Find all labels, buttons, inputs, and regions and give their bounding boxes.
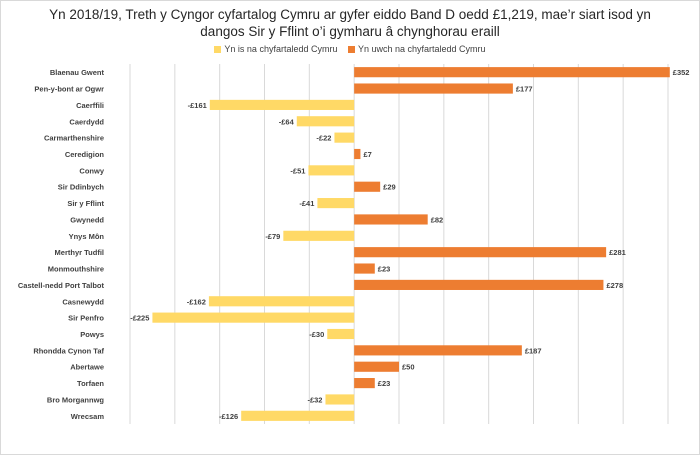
bar — [334, 132, 355, 143]
category-label: Casnewydd — [62, 297, 104, 306]
data-label: -£51 — [290, 166, 305, 175]
chart-title-line-2: dangos Sir y Fflint o’i gymharu â chyngh… — [200, 24, 500, 39]
category-label: Caerdydd — [69, 117, 104, 126]
data-label: £352 — [673, 68, 690, 77]
data-label: -£161 — [188, 101, 207, 110]
data-label: £82 — [431, 215, 444, 224]
data-label: £23 — [378, 265, 391, 274]
chart-legend: Yn is na chyfartaledd Cymru Yn uwch na c… — [0, 44, 700, 55]
bar — [308, 165, 355, 176]
bar — [354, 345, 522, 356]
bar — [241, 410, 355, 421]
category-label: Bro Morgannwg — [47, 395, 104, 404]
category-label: Wrecsam — [71, 412, 105, 421]
data-label: -£30 — [309, 330, 324, 339]
bar — [354, 361, 399, 372]
bar — [327, 328, 355, 340]
category-label: Monmouthshire — [48, 265, 104, 274]
bar — [296, 116, 355, 127]
data-label: -£64 — [279, 117, 295, 126]
category-label: Sir Ddinbych — [58, 183, 105, 192]
bar — [354, 263, 375, 274]
chart-title: Yn 2018/19, Treth y Cyngor cyfartalog Cy… — [0, 6, 700, 40]
bar — [208, 296, 355, 307]
category-label: Conwy — [79, 166, 104, 175]
bar — [317, 198, 355, 209]
bar — [325, 394, 355, 405]
data-label: £23 — [378, 379, 391, 388]
category-label: Rhondda Cynon Taf — [33, 346, 104, 355]
data-label: -£32 — [307, 395, 322, 404]
category-label: Caerffili — [76, 101, 104, 110]
data-label: £177 — [516, 85, 533, 94]
category-label: Castell-nedd Port Talbot — [18, 281, 105, 290]
category-label: Ceredigion — [65, 150, 105, 159]
bar — [354, 214, 428, 225]
category-label: Carmarthenshire — [44, 134, 104, 143]
category-label: Merthyr Tudfil — [55, 248, 104, 257]
category-label: Sir y Fflint — [67, 199, 104, 208]
bar — [354, 279, 604, 290]
data-label: £281 — [609, 248, 626, 257]
data-label: -£225 — [130, 314, 149, 323]
data-label: £278 — [606, 281, 623, 290]
category-label: Abertawe — [70, 363, 104, 372]
data-label: -£79 — [265, 232, 280, 241]
data-label: -£126 — [219, 412, 238, 421]
data-label: -£41 — [299, 199, 314, 208]
legend-swatch-below-average — [214, 45, 222, 53]
category-label: Gwynedd — [70, 215, 104, 224]
legend-label-below-average: Yn is na chyfartaledd Cymru — [224, 44, 338, 54]
data-label: £7 — [363, 150, 371, 159]
category-label: Pen-y-bont ar Ogwr — [34, 85, 104, 94]
category-label: Blaenau Gwent — [50, 68, 105, 77]
bar — [283, 230, 355, 241]
category-label: Ynys Môn — [69, 232, 105, 241]
legend-item-below-average: Yn is na chyfartaledd Cymru — [214, 44, 337, 54]
data-label: £50 — [402, 363, 415, 372]
legend-label-above-average: Yn uwch na chyfartaledd Cymru — [358, 44, 486, 54]
data-label: -£162 — [187, 297, 206, 306]
bar — [209, 99, 355, 110]
data-label: -£22 — [316, 134, 331, 143]
legend-item-above-average: Yn uwch na chyfartaledd Cymru — [348, 44, 486, 54]
bar — [354, 378, 375, 389]
bar — [152, 312, 355, 323]
data-label: £187 — [525, 346, 542, 355]
category-label: Sir Penfro — [68, 314, 104, 323]
data-label: £29 — [383, 183, 396, 192]
category-label: Powys — [80, 330, 104, 339]
category-label: Torfaen — [77, 379, 104, 388]
bar — [354, 148, 361, 160]
bar — [354, 67, 670, 78]
bar — [354, 247, 607, 258]
bar — [354, 181, 381, 192]
legend-swatch-above-average — [348, 45, 355, 53]
bar — [354, 83, 513, 94]
chart-title-line-1: Yn 2018/19, Treth y Cyngor cyfartalog Cy… — [49, 7, 651, 22]
